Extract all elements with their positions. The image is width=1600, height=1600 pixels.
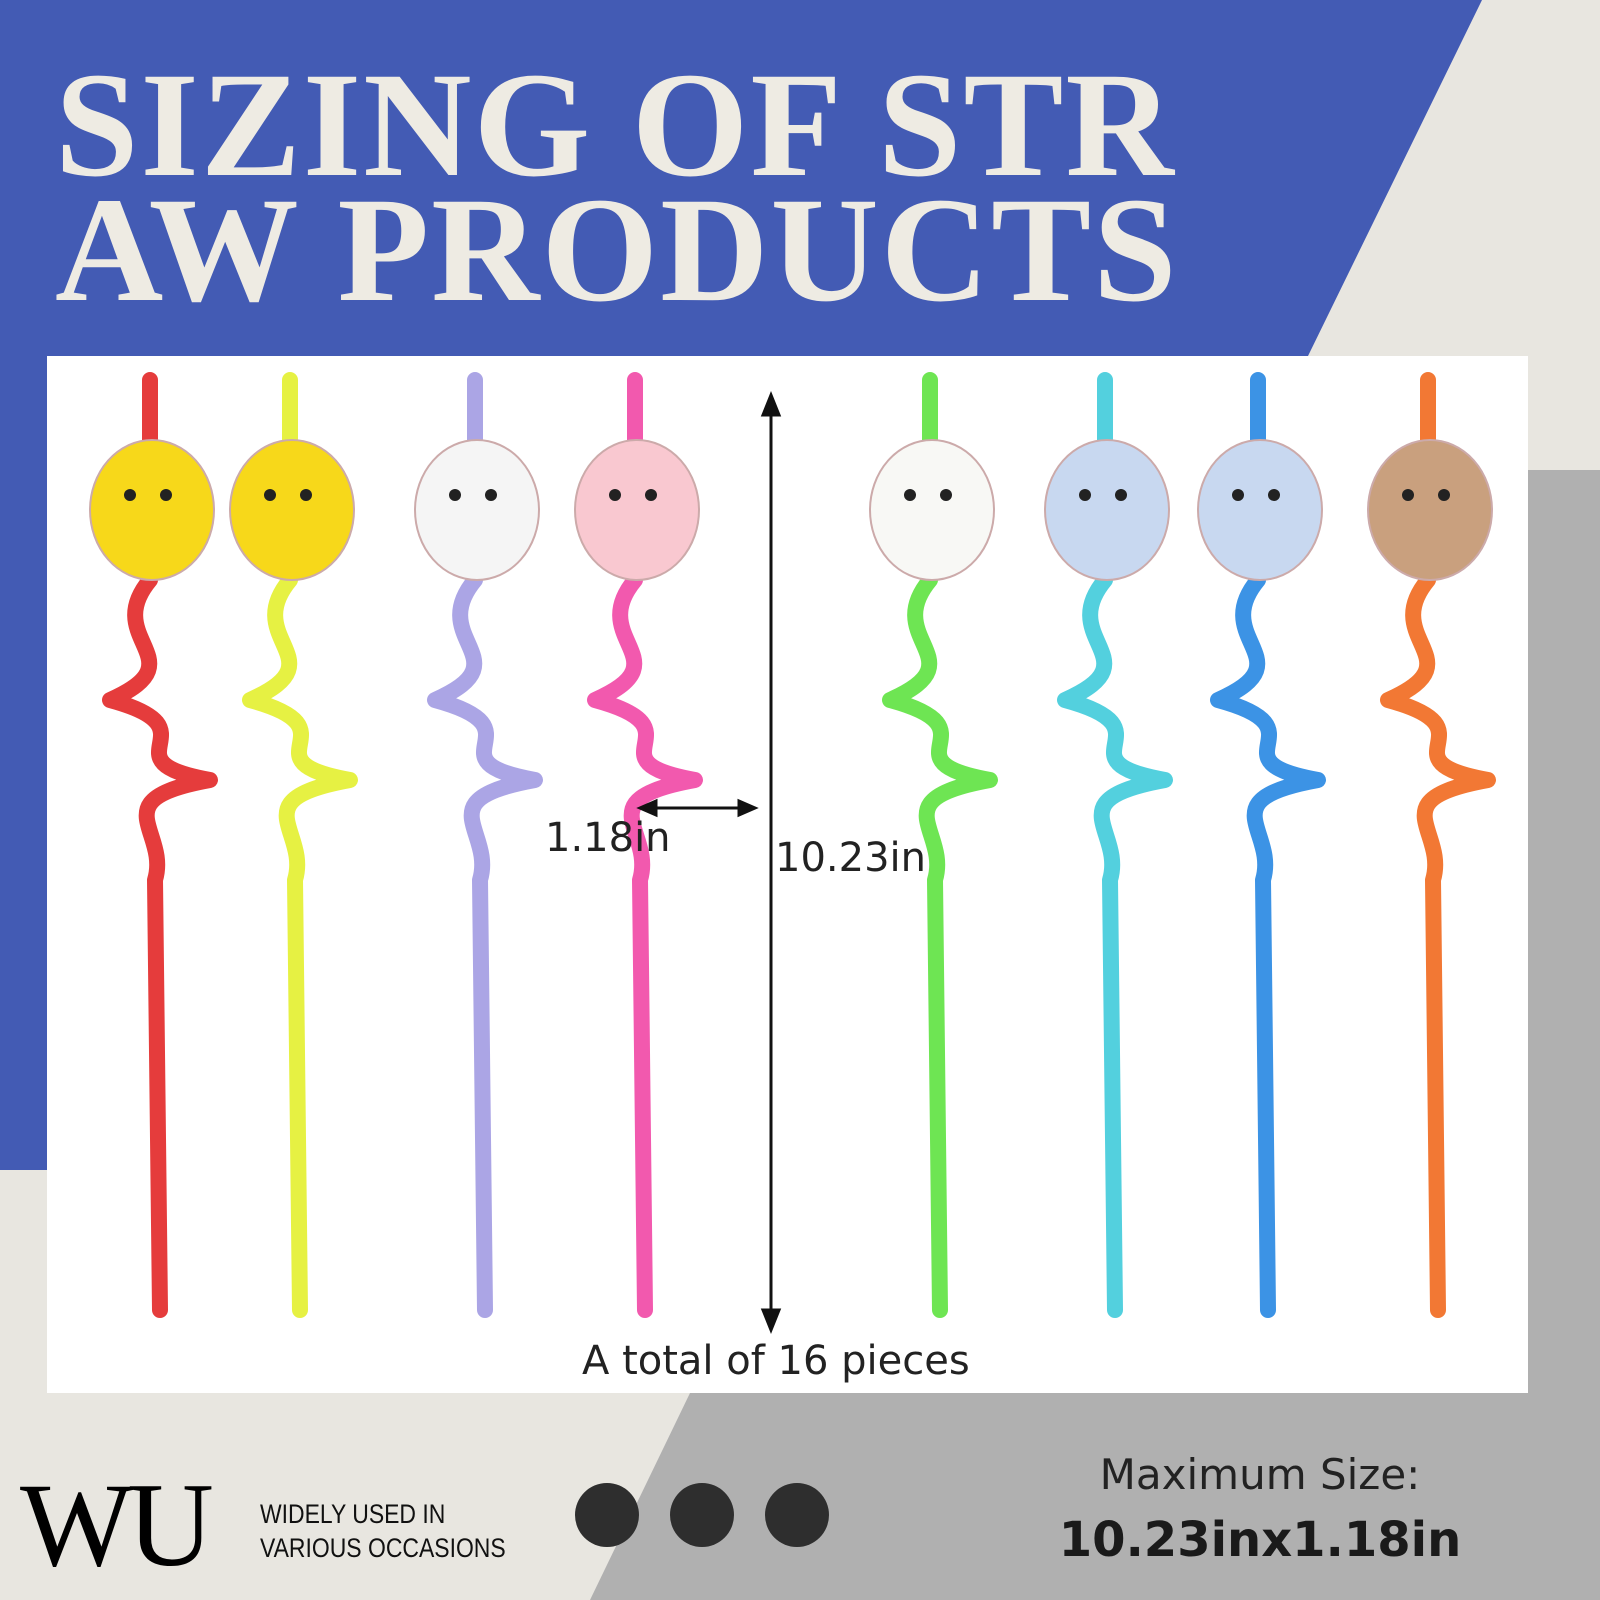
max-size-label: Maximum Size: [1099,1450,1421,1499]
straw-bunny [1044,372,1173,1318]
headline-line-2: AW PRODUCTS [55,167,1179,333]
decorative-dot [670,1483,734,1547]
topper-eye [609,489,621,501]
straw-tube [1380,372,1496,1318]
max-size-value: 10.23inx1.18in [1058,1512,1462,1568]
headline-line-1: SIZING OF STR [55,42,1176,208]
topper-eye [264,489,276,501]
tagline-line-1: WIDELY USED IN [260,1499,446,1529]
height-label: 10.23in [775,835,926,881]
topper-eye [1115,489,1127,501]
straw-cow [414,372,543,1318]
topper-eye [940,489,952,501]
straw-bunny [1197,372,1326,1318]
straw-tube [587,372,703,1318]
decorative-dot [765,1483,829,1547]
decorative-dot [575,1483,639,1547]
bunny-topper [1197,439,1323,581]
straw-tube [427,372,543,1318]
topper-eye [485,489,497,501]
horse-topper [1367,439,1493,581]
height-arrow [760,390,782,1335]
straw-horse [1367,372,1496,1318]
straw-tube [1057,372,1173,1318]
tagline: WIDELY USED IN VARIOUS OCCASIONS [260,1497,506,1565]
topper-eye [1268,489,1280,501]
width-label: 1.18in [545,815,671,861]
topper-eye [1232,489,1244,501]
topper-eye [904,489,916,501]
pig-topper [574,439,700,581]
straw-chick [89,372,218,1318]
straw-tube [242,372,358,1318]
straw-sheep [869,372,998,1318]
straw-chick [229,372,358,1318]
straw-tube [882,372,998,1318]
topper-eye [1079,489,1091,501]
chick-topper [229,439,355,581]
total-pieces-label: A total of 16 pieces [582,1338,970,1384]
bunny-topper [1044,439,1170,581]
chick-topper [89,439,215,581]
topper-eye [449,489,461,501]
blue-banner [0,0,1482,1170]
cow-topper [414,439,540,581]
sheep-topper [869,439,995,581]
topper-eye [300,489,312,501]
gray-strip [1528,470,1600,1393]
straw-tube [102,372,218,1318]
width-arrow [636,798,759,818]
straw-pig [574,372,703,1318]
tagline-line-2: VARIOUS OCCASIONS [260,1533,506,1563]
topper-eye [1438,489,1450,501]
topper-eye [645,489,657,501]
straw-tube [1210,372,1326,1318]
brand-logo: WU [20,1458,214,1591]
topper-eye [160,489,172,501]
gray-footer-panel [590,1393,1600,1600]
topper-eye [124,489,136,501]
topper-eye [1402,489,1414,501]
